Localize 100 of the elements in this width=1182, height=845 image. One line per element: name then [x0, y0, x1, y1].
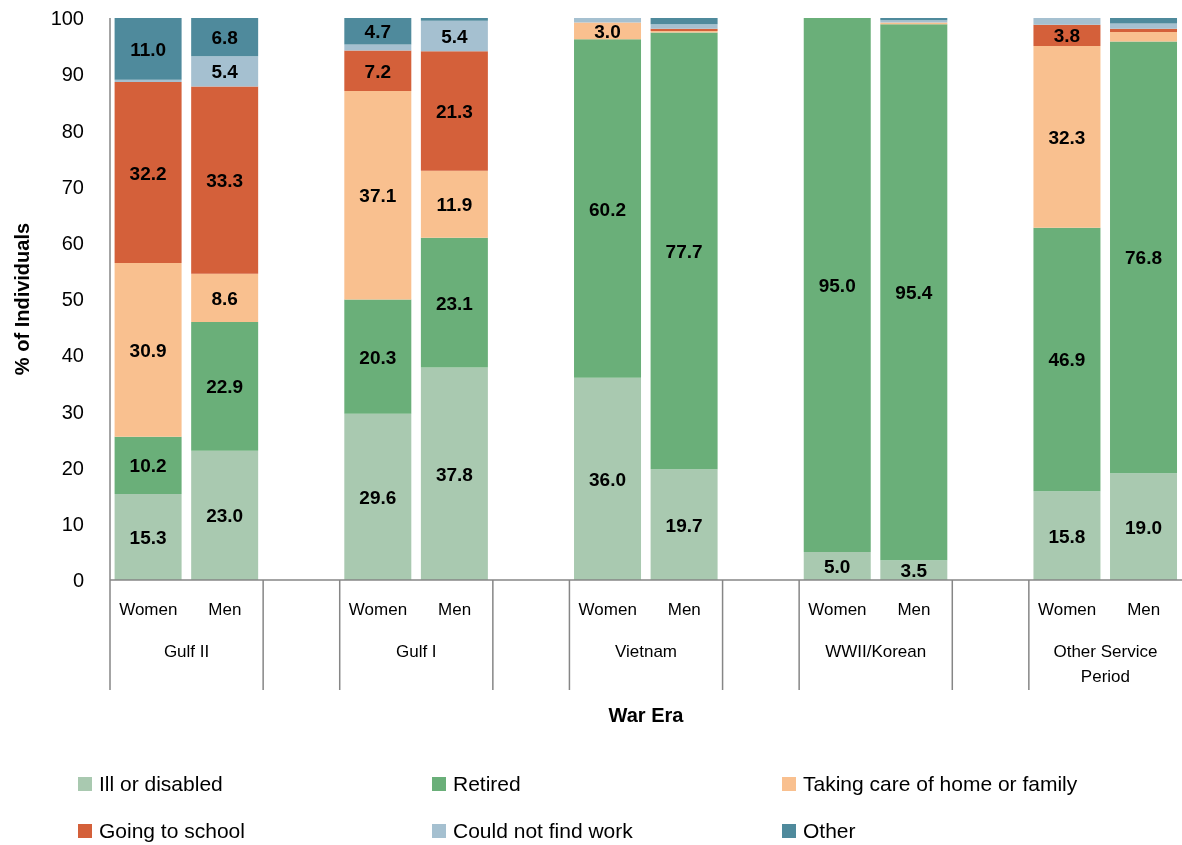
legend-label: Could not find work: [453, 819, 633, 843]
bar: [344, 44, 412, 51]
x-tick-label: Women: [1038, 599, 1097, 619]
data-label: 36.0: [589, 468, 627, 490]
data-label: 3.0: [594, 20, 621, 42]
data-label: 37.8: [435, 463, 473, 485]
bar: [344, 50, 412, 92]
x-tick-label: Women: [348, 599, 408, 619]
bar: [114, 18, 182, 80]
legend-label: Other: [803, 819, 856, 843]
data-label: 23.1: [435, 292, 474, 314]
bar: [1110, 18, 1178, 24]
x-tick-label: Men: [438, 599, 472, 619]
bar: [1110, 32, 1178, 42]
bar: [650, 24, 718, 29]
bar: [420, 367, 488, 580]
bar: [650, 18, 718, 25]
bar: [191, 273, 259, 323]
bar: [114, 494, 182, 580]
bar: [191, 322, 259, 451]
bar: [114, 263, 182, 437]
y-tick-label: 90: [61, 63, 84, 86]
data-label: 21.3: [435, 100, 473, 122]
bar: [1033, 227, 1101, 492]
y-tick-label: 70: [61, 175, 84, 198]
data-label: 15.3: [129, 526, 167, 548]
y-tick-label: 0: [72, 569, 84, 592]
bar: [191, 18, 259, 57]
bar: [1110, 41, 1178, 474]
bar: [650, 32, 718, 470]
x-tick-label: Men: [1127, 599, 1161, 619]
data-label: 95.4: [895, 281, 933, 303]
x-tick-label: Men: [897, 599, 931, 619]
bar: [574, 39, 642, 378]
bar: [1033, 18, 1101, 25]
data-label: 30.9: [129, 339, 167, 361]
data-label: 7.2: [364, 60, 392, 82]
legend-label: Ill or disabled: [99, 772, 223, 796]
data-label: 29.6: [359, 486, 397, 508]
data-label: 32.3: [1048, 126, 1086, 148]
data-label: 77.7: [665, 240, 703, 262]
y-tick-label: 10: [61, 512, 84, 535]
data-label: 8.6: [211, 287, 238, 309]
bar: [191, 86, 259, 274]
data-label: 33.3: [206, 169, 244, 191]
y-tick-label: 20: [61, 456, 84, 479]
x-tick-label: Men: [208, 599, 242, 619]
bar: [420, 20, 488, 52]
bar: [420, 237, 488, 368]
bar: [114, 82, 182, 264]
data-label: 20.3: [359, 346, 397, 368]
data-label: 19.7: [665, 514, 703, 536]
data-label: 4.7: [364, 20, 392, 42]
bar: [191, 56, 259, 87]
bar: [880, 24, 948, 561]
bar: [114, 436, 182, 495]
y-tick-label: 50: [61, 288, 84, 311]
data-label: 5.4: [441, 25, 469, 47]
y-tick-label: 80: [61, 119, 84, 142]
data-label: 3.5: [900, 559, 928, 581]
x-tick-label: Women: [808, 599, 867, 619]
bar: [344, 413, 412, 580]
data-label: 15.8: [1048, 525, 1086, 547]
y-axis-title: % of Individuals: [11, 222, 33, 376]
data-label: 11.0: [130, 38, 167, 60]
y-tick-label: 30: [61, 400, 84, 423]
bar: [803, 18, 871, 552]
data-label: 5.0: [824, 555, 851, 577]
bar: [1110, 473, 1178, 580]
text: Gulf I: [395, 641, 437, 661]
data-label: 95.0: [818, 274, 856, 296]
legend-label: Retired: [453, 772, 521, 796]
data-label: 6.8: [211, 26, 238, 48]
text: Gulf II: [163, 641, 210, 661]
bar: [574, 377, 642, 580]
bar: [191, 450, 259, 580]
bar: [420, 51, 488, 171]
data-label: 46.9: [1048, 348, 1086, 370]
bar: [1033, 46, 1101, 228]
x-tick-label: Women: [119, 599, 178, 619]
y-tick-label: 60: [61, 231, 84, 254]
data-label: 10.2: [129, 454, 167, 476]
data-label: 3.8: [1053, 24, 1081, 46]
text: WWII/Korean: [825, 641, 927, 661]
text: Other Service Period: [1053, 641, 1158, 686]
x-axis-title: War Era: [608, 704, 685, 726]
bar: [420, 170, 488, 238]
data-label: 60.2: [589, 198, 627, 220]
x-tick-label: Women: [578, 599, 637, 619]
data-label: 11.9: [436, 193, 473, 215]
y-tick-label: 100: [50, 7, 84, 30]
data-label: 23.0: [206, 504, 244, 526]
bar: [1110, 23, 1178, 29]
y-tick-label: 40: [61, 344, 84, 367]
x-tick-label: Men: [667, 599, 701, 619]
text: Vietnam: [614, 641, 678, 661]
bar: [1033, 491, 1101, 580]
bar: [650, 469, 718, 580]
data-label: 19.0: [1125, 516, 1163, 538]
data-label: 37.1: [359, 184, 397, 206]
